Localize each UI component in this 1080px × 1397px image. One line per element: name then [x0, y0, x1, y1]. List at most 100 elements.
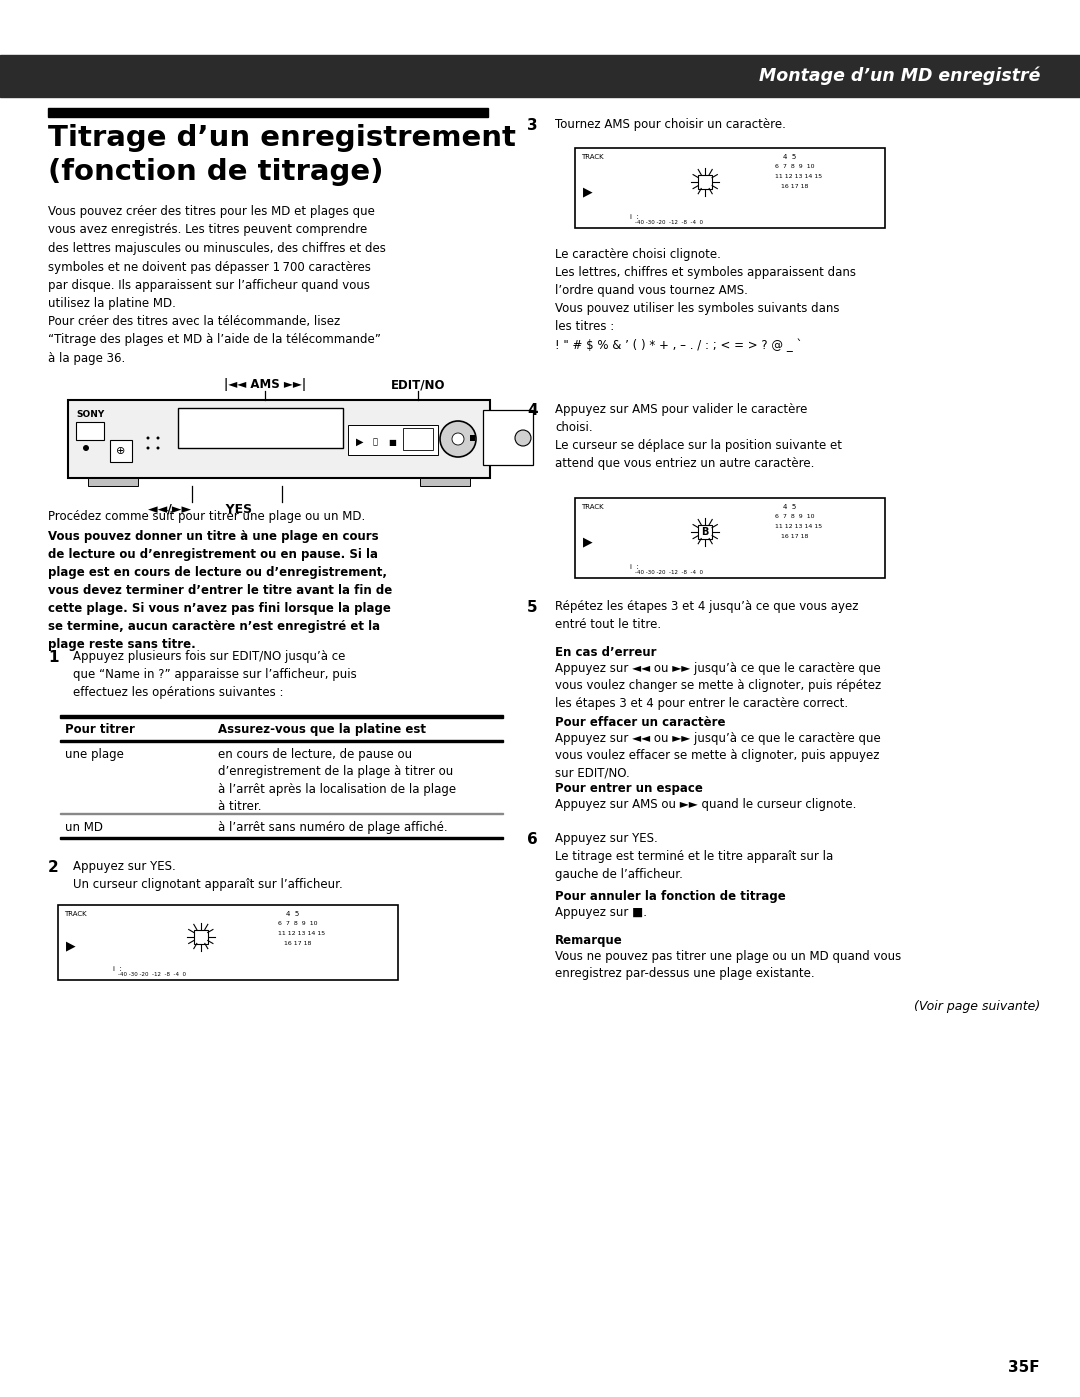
Text: i  :: i : — [630, 214, 639, 219]
Circle shape — [83, 446, 89, 451]
Text: 4: 4 — [527, 402, 538, 418]
Circle shape — [147, 436, 149, 440]
Bar — [87, 478, 138, 486]
Text: Pour créer des titres avec la télécommande, lisez
“Titrage des plages et MD à l’: Pour créer des titres avec la télécomman… — [48, 314, 381, 365]
Text: 4  5: 4 5 — [286, 911, 299, 916]
Text: 6: 6 — [527, 833, 538, 847]
Text: Appuyez plusieurs fois sur EDIT/NO jusqu’à ce
que “Name in ?” apparaisse sur l’a: Appuyez plusieurs fois sur EDIT/NO jusqu… — [73, 650, 356, 698]
Text: Appuyez sur AMS pour valider le caractère
choisi.
Le curseur se déplace sur la p: Appuyez sur AMS pour valider le caractèr… — [555, 402, 842, 469]
Text: En cas d’erreur: En cas d’erreur — [555, 645, 657, 659]
Text: 16 17 18: 16 17 18 — [781, 534, 808, 539]
Text: un MD: un MD — [65, 821, 103, 834]
Text: une plage: une plage — [65, 747, 124, 761]
Text: Titrage d’un enregistrement: Titrage d’un enregistrement — [48, 124, 516, 152]
Circle shape — [157, 447, 160, 450]
Text: Le caractère choisi clignote.
Les lettres, chiffres et symboles apparaissent dan: Le caractère choisi clignote. Les lettre… — [555, 249, 856, 352]
Bar — [575, 497, 885, 578]
Bar — [698, 175, 712, 189]
Bar — [68, 400, 490, 478]
Text: ▶: ▶ — [66, 940, 76, 953]
Bar — [698, 525, 712, 539]
Text: à l’arrêt sans numéro de plage affiché.: à l’arrêt sans numéro de plage affiché. — [218, 821, 447, 834]
Bar — [470, 434, 475, 441]
Bar — [60, 837, 503, 840]
Bar — [348, 425, 438, 455]
Text: ■: ■ — [388, 437, 396, 447]
Text: 4  5: 4 5 — [783, 504, 796, 510]
Bar — [420, 478, 470, 486]
Text: 6  7  8  9  10: 6 7 8 9 10 — [774, 163, 814, 169]
Text: |◄◄ AMS ►►|: |◄◄ AMS ►►| — [224, 379, 306, 391]
Text: Appuyez sur ■.: Appuyez sur ■. — [555, 907, 647, 919]
Text: ⊕: ⊕ — [117, 446, 125, 455]
Text: 35F: 35F — [1009, 1361, 1040, 1375]
Text: 11 12 13 14 15: 11 12 13 14 15 — [278, 930, 325, 936]
Text: Pour entrer un espace: Pour entrer un espace — [555, 782, 703, 795]
Bar — [76, 422, 104, 440]
Text: Appuyez sur YES.
Un curseur clignotant apparaît sur l’afficheur.: Appuyez sur YES. Un curseur clignotant a… — [73, 861, 342, 891]
Text: 5: 5 — [527, 599, 538, 615]
Text: YES: YES — [195, 503, 252, 515]
Text: 6  7  8  9  10: 6 7 8 9 10 — [774, 514, 814, 520]
Text: EDIT/NO: EDIT/NO — [391, 379, 445, 391]
Text: 16 17 18: 16 17 18 — [781, 184, 808, 189]
Text: Répétez les étapes 3 et 4 jusqu’à ce que vous ayez
entré tout le titre.: Répétez les étapes 3 et 4 jusqu’à ce que… — [555, 599, 859, 631]
Bar — [110, 440, 132, 462]
Circle shape — [515, 430, 531, 446]
Text: SONY: SONY — [76, 409, 105, 419]
Text: Pour effacer un caractère: Pour effacer un caractère — [555, 717, 726, 729]
Text: Assurez-vous que la platine est: Assurez-vous que la platine est — [218, 724, 426, 736]
Text: (Voir page suivante): (Voir page suivante) — [914, 1000, 1040, 1013]
Text: 1: 1 — [48, 650, 58, 665]
Bar — [58, 905, 399, 981]
Text: (fonction de titrage): (fonction de titrage) — [48, 158, 383, 186]
Text: 16 17 18: 16 17 18 — [284, 942, 311, 946]
Text: ▶: ▶ — [583, 535, 593, 549]
Text: en cours de lecture, de pause ou
d’enregistrement de la plage à titrer ou
à l’ar: en cours de lecture, de pause ou d’enreg… — [218, 747, 456, 813]
Bar — [403, 427, 433, 450]
Text: Appuyez sur ◄◄ ou ►► jusqu’à ce que le caractère que
vous voulez changer se mett: Appuyez sur ◄◄ ou ►► jusqu’à ce que le c… — [555, 662, 881, 710]
Text: ▶: ▶ — [583, 186, 593, 198]
Text: 3: 3 — [527, 117, 538, 133]
Text: ▶: ▶ — [356, 437, 364, 447]
Bar — [60, 715, 503, 718]
Text: -40 -30 -20  -12  -8  -4  0: -40 -30 -20 -12 -8 -4 0 — [635, 570, 703, 576]
Text: Montage d’un MD enregistré: Montage d’un MD enregistré — [758, 67, 1040, 85]
Bar — [0, 54, 1080, 96]
Text: ⏸: ⏸ — [373, 437, 378, 447]
Bar — [193, 929, 207, 943]
Text: Tournez AMS pour choisir un caractère.: Tournez AMS pour choisir un caractère. — [555, 117, 786, 131]
Bar — [60, 740, 503, 742]
Text: Vous pouvez donner un titre à une plage en cours
de lecture ou d’enregistrement : Vous pouvez donner un titre à une plage … — [48, 529, 392, 651]
Text: B: B — [702, 527, 708, 536]
Bar — [178, 408, 343, 448]
Text: i  :: i : — [113, 965, 122, 972]
Text: -40 -30 -20  -12  -8  -4  0: -40 -30 -20 -12 -8 -4 0 — [635, 219, 703, 225]
Text: ◄◄/►►: ◄◄/►► — [148, 503, 195, 515]
Text: Remarque: Remarque — [555, 935, 623, 947]
Text: TRACK: TRACK — [581, 504, 604, 510]
Text: Pour titrer: Pour titrer — [65, 724, 135, 736]
Circle shape — [453, 433, 464, 446]
Text: Pour annuler la fonction de titrage: Pour annuler la fonction de titrage — [555, 890, 786, 902]
Text: Appuyez sur ◄◄ ou ►► jusqu’à ce que le caractère que
vous voulez effacer se mett: Appuyez sur ◄◄ ou ►► jusqu’à ce que le c… — [555, 732, 881, 780]
Text: Vous pouvez créer des titres pour les MD et plages que
vous avez enregistrés. Le: Vous pouvez créer des titres pour les MD… — [48, 205, 386, 310]
Text: Procédez comme suit pour titrer une plage ou un MD.: Procédez comme suit pour titrer une plag… — [48, 510, 365, 522]
Text: Appuyez sur YES.
Le titrage est terminé et le titre apparaît sur la
gauche de l’: Appuyez sur YES. Le titrage est terminé … — [555, 833, 834, 882]
Bar — [48, 108, 488, 117]
Text: -40 -30 -20  -12  -8  -4  0: -40 -30 -20 -12 -8 -4 0 — [118, 972, 186, 977]
Circle shape — [157, 436, 160, 440]
Text: 11 12 13 14 15: 11 12 13 14 15 — [774, 524, 822, 529]
Text: Appuyez sur AMS ou ►► quand le curseur clignote.: Appuyez sur AMS ou ►► quand le curseur c… — [555, 798, 856, 812]
Text: 4  5: 4 5 — [783, 154, 796, 161]
Bar — [483, 409, 534, 465]
Text: 2: 2 — [48, 861, 58, 875]
Bar — [575, 148, 885, 228]
Text: TRACK: TRACK — [64, 911, 86, 916]
Text: TRACK: TRACK — [581, 154, 604, 161]
Text: i  :: i : — [630, 564, 639, 570]
Text: Vous ne pouvez pas titrer une plage ou un MD quand vous
enregistrez par-dessus u: Vous ne pouvez pas titrer une plage ou u… — [555, 950, 901, 981]
Text: 11 12 13 14 15: 11 12 13 14 15 — [774, 175, 822, 179]
Circle shape — [440, 420, 476, 457]
Text: 6  7  8  9  10: 6 7 8 9 10 — [278, 921, 318, 926]
